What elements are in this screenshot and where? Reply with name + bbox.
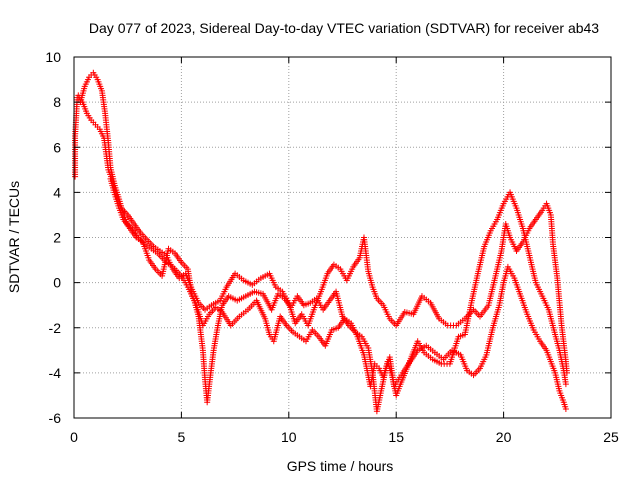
data-markers: [72, 69, 570, 415]
x-axis-title: GPS time / hours: [287, 458, 394, 474]
y-tick-label: -4: [49, 365, 62, 381]
y-tick-label: 8: [53, 94, 61, 110]
x-tick-label: 20: [496, 429, 512, 445]
data-point: [562, 405, 569, 412]
x-tick-label: 25: [603, 429, 619, 445]
x-tick-label: 10: [281, 429, 297, 445]
y-tick-label: 4: [53, 184, 61, 200]
data-point: [562, 381, 569, 388]
y-axis-title: SDTVAR / TECUs: [6, 181, 22, 293]
y-tick-label: 2: [53, 230, 61, 246]
axis-ticks: 0 5 10 15 20 25 -6 -4 -2 0 2 4 6 8 10: [45, 49, 619, 445]
y-tick-label: -6: [49, 410, 62, 426]
y-tick-label: -2: [49, 320, 62, 336]
y-tick-label: 6: [53, 139, 61, 155]
x-tick-label: 0: [70, 429, 78, 445]
chart-title: Day 077 of 2023, Sidereal Day-to-day VTE…: [89, 20, 599, 36]
y-tick-label: 10: [45, 49, 61, 65]
y-tick-label: 0: [53, 275, 61, 291]
x-tick-label: 15: [388, 429, 404, 445]
x-tick-label: 5: [178, 429, 186, 445]
grid: [74, 57, 611, 418]
